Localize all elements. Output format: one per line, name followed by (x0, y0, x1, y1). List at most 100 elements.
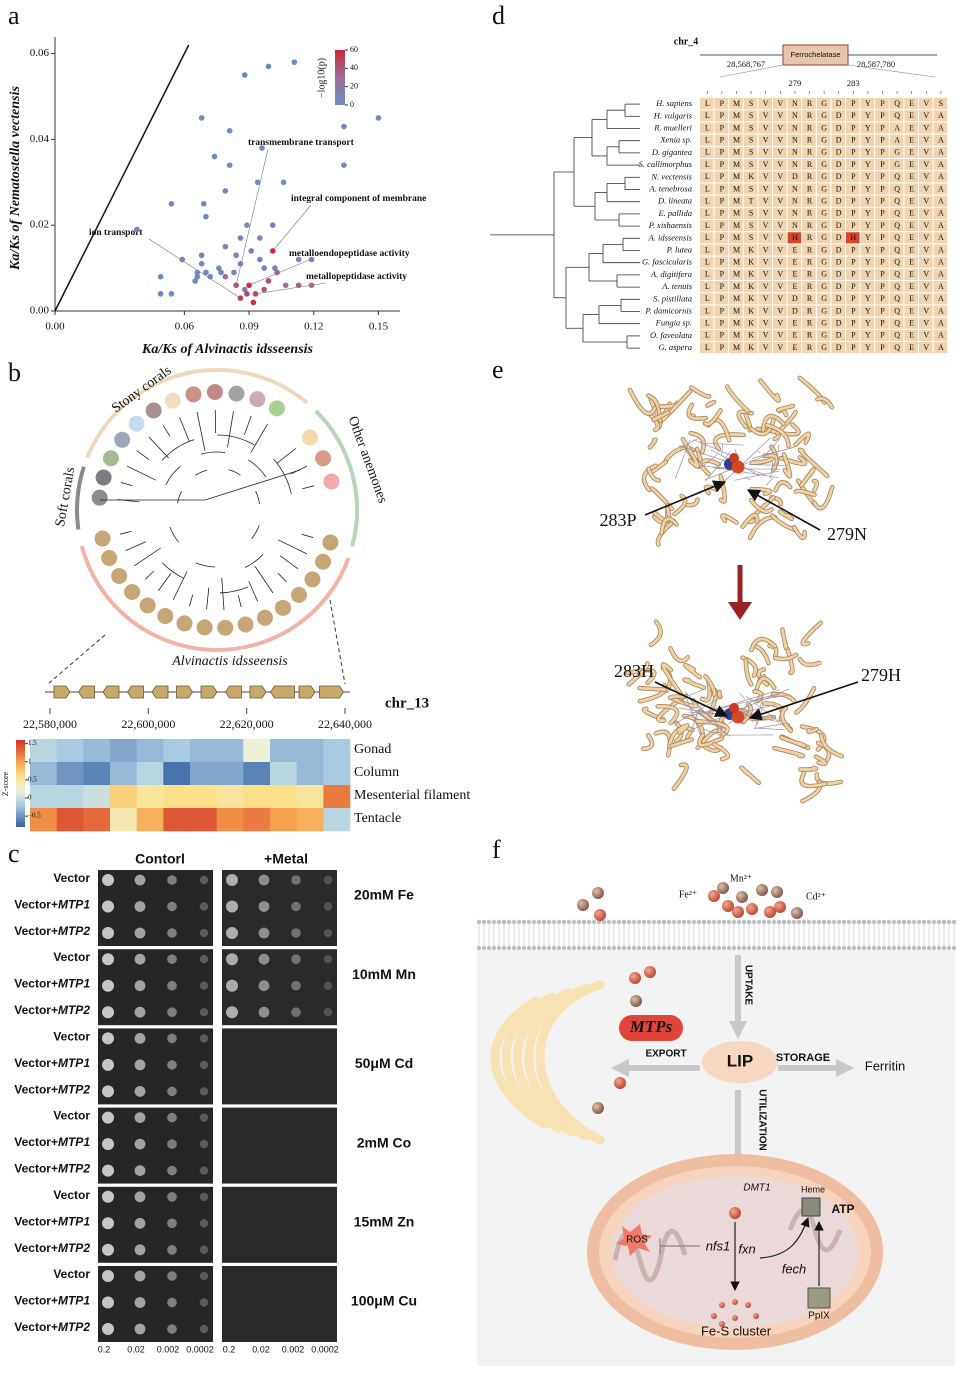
lipid-head (876, 945, 882, 951)
lipid-head (486, 945, 492, 951)
residue-cell (875, 183, 889, 195)
point (216, 265, 222, 271)
lipid-head (511, 919, 517, 925)
residue-cell (860, 317, 875, 329)
residue-cell (904, 98, 918, 110)
point (226, 128, 233, 134)
residue: P (851, 184, 856, 193)
ribbon (814, 755, 827, 765)
residue-cell (889, 159, 904, 171)
lipid-head (801, 945, 807, 951)
heat-cell (83, 785, 111, 809)
ribbon (628, 388, 657, 415)
residue-cell (700, 171, 714, 183)
ribbon (660, 517, 678, 535)
ros-burst (616, 1224, 652, 1256)
ribbon (646, 394, 661, 417)
residue-cell (889, 171, 904, 183)
residue: Y (865, 258, 871, 267)
residue-cell (787, 244, 802, 256)
lipid-head (926, 945, 932, 951)
spot (167, 980, 177, 991)
residue: P (880, 258, 885, 267)
zoom-line (47, 634, 106, 685)
residue: P (720, 306, 725, 315)
point (375, 115, 382, 121)
residue: Q (894, 258, 900, 267)
spot (134, 980, 146, 992)
clade-arc (162, 562, 184, 579)
residue-cell (933, 317, 948, 329)
residue: P (880, 197, 885, 206)
residue: G (821, 172, 827, 181)
residue: M (733, 172, 740, 181)
residue-cell (714, 244, 729, 256)
spot (167, 1086, 177, 1097)
residue: N (792, 123, 798, 132)
lipid-head (891, 919, 897, 925)
lipid-head (641, 919, 647, 925)
lipid-head (546, 945, 552, 951)
residue-cell (773, 268, 787, 280)
leaf (128, 415, 145, 432)
spot (102, 1217, 114, 1230)
residue: P (720, 331, 725, 340)
ribbon (782, 423, 800, 436)
lipid-head (566, 919, 572, 925)
spot (167, 1324, 177, 1334)
lipid-head (476, 919, 482, 925)
residue: K (748, 270, 754, 279)
spot (167, 1192, 177, 1202)
residue-cell (846, 293, 860, 305)
spot (102, 927, 114, 939)
residue: Q (894, 294, 900, 303)
spot (258, 980, 270, 992)
residue: E (909, 294, 914, 303)
residue: K (748, 343, 754, 352)
clade-arc (251, 525, 260, 540)
ion (732, 1299, 738, 1305)
heat-cell (243, 762, 271, 786)
residue-cell (802, 281, 816, 293)
lipid-head (951, 919, 957, 925)
residue: V (763, 319, 769, 328)
residue-cell (816, 110, 831, 122)
lipid-head (691, 945, 697, 951)
residue: P (880, 136, 885, 145)
panel-letter: d (492, 1, 505, 30)
residue-cell (758, 232, 772, 244)
lipid-head (601, 919, 607, 925)
ligand (721, 443, 724, 455)
residue: V (923, 233, 929, 242)
residue: A (938, 209, 944, 218)
residue-label: 283P (599, 510, 636, 530)
residue-cell (904, 159, 918, 171)
residue-cell (831, 317, 845, 329)
atom (731, 460, 745, 474)
lipid-head (856, 945, 862, 951)
residue: V (763, 343, 769, 352)
heat-cell (270, 739, 297, 763)
lipid-head (556, 945, 562, 951)
residue-cell (787, 122, 802, 134)
pointer-arrow (748, 681, 859, 721)
spot (226, 927, 238, 939)
ribbon (792, 525, 807, 540)
residue: S (749, 99, 753, 108)
molecule-label: PpIX (808, 1311, 830, 1322)
gene-box (782, 44, 849, 66)
leaf (111, 567, 128, 584)
ribbon (673, 494, 687, 516)
residue-cell (889, 268, 904, 280)
residue: P (851, 319, 856, 328)
lipid-head (581, 919, 587, 925)
residue-cell (802, 232, 816, 244)
ion (644, 966, 656, 978)
residue-cell (773, 159, 787, 171)
residue-cell (802, 268, 816, 280)
x-tick-label: 0.06 (175, 321, 195, 333)
residue-cell (846, 281, 860, 293)
ion-label: Mn²⁺ (730, 873, 752, 884)
plate (98, 1266, 213, 1342)
residue-cell (729, 305, 743, 317)
